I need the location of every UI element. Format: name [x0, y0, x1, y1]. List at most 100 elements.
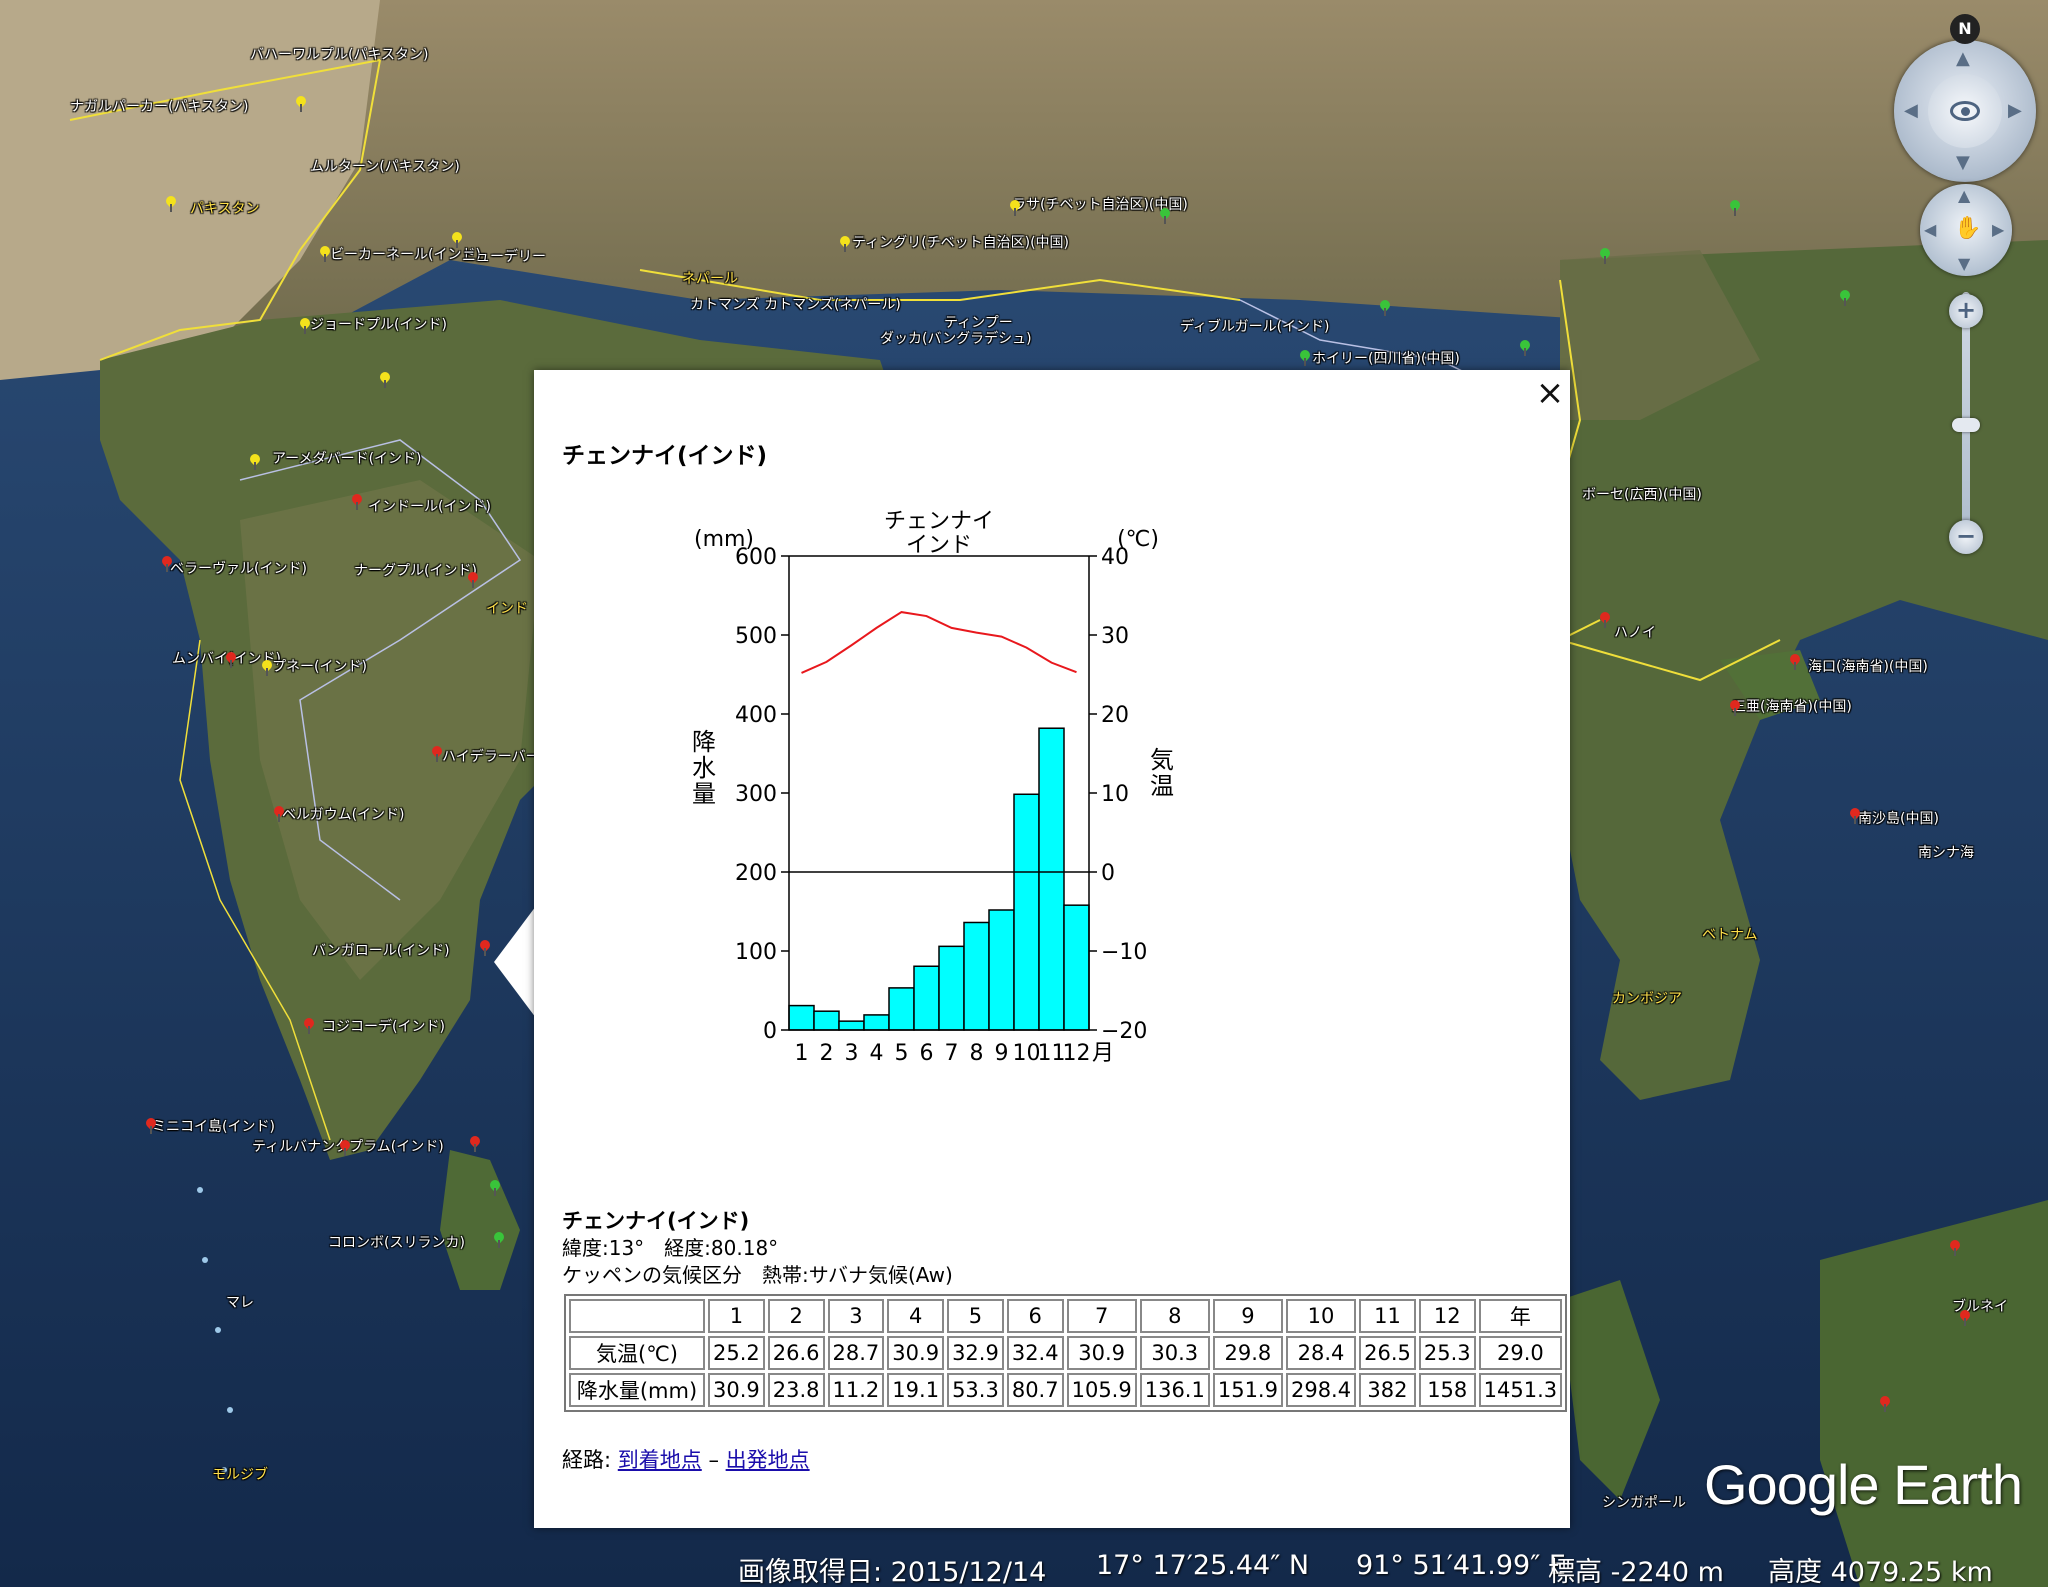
map-place-label[interactable]: インドール(インド) [368, 499, 491, 515]
map-place-label[interactable]: ナガルパーカー(パキスタン) [70, 99, 249, 115]
map-place-label[interactable]: ティンプー [944, 315, 1013, 331]
placemark-pin-icon[interactable] [1160, 208, 1170, 224]
map-place-label[interactable]: バハーワルプル(パキスタン) [250, 47, 429, 63]
map-place-label[interactable]: ニューデリー [462, 249, 546, 265]
table-cell: 25.3 [1418, 1336, 1476, 1370]
map-place-label[interactable]: ムルターン(パキスタン) [310, 159, 460, 175]
placemark-pin-icon[interactable] [470, 1136, 480, 1152]
map-place-label[interactable]: カトマンズ カトマンズ(ネパール) [690, 297, 901, 313]
move-control[interactable]: ▲ ▼ ◀ ▶ ✋ [1920, 184, 2012, 276]
map-place-label[interactable]: ベラーヴァル(インド) [170, 561, 307, 577]
look-control[interactable]: N ▲ ▼ ◀ ▶ [1894, 14, 2036, 182]
map-place-label[interactable]: 海口(海南省)(中国) [1808, 659, 1928, 675]
move-right-arrow-icon[interactable]: ▶ [1992, 220, 2005, 239]
map-place-label[interactable]: モルジブ [212, 1467, 268, 1483]
placemark-pin-icon[interactable] [490, 1180, 500, 1196]
placemark-pin-icon[interactable] [274, 806, 284, 822]
table-cell: 30.9 [1066, 1336, 1137, 1370]
map-place-label[interactable]: ナーグプル(インド) [354, 563, 477, 579]
look-joystick[interactable] [1928, 74, 2002, 148]
placemark-pin-icon[interactable] [304, 1018, 314, 1034]
close-icon[interactable]: × [1535, 373, 1565, 413]
placemark-pin-icon[interactable] [1730, 700, 1740, 716]
map-place-label[interactable]: ラサ(チベット自治区)(中国) [1012, 197, 1188, 213]
map-place-label[interactable]: ベトナム [1702, 927, 1758, 943]
map-place-label[interactable]: ジョードプル(インド) [310, 317, 447, 333]
map-place-label[interactable]: コジコーデ(インド) [322, 1019, 445, 1035]
zoom-in-button[interactable]: + [1949, 294, 1983, 328]
map-place-label[interactable]: ダッカ(バングラデシュ) [880, 331, 1032, 347]
placemark-pin-icon[interactable] [480, 940, 490, 956]
look-up-arrow-icon[interactable]: ▲ [1956, 48, 1970, 69]
placemark-pin-icon[interactable] [296, 96, 306, 112]
placemark-pin-icon[interactable] [340, 1140, 350, 1156]
north-indicator[interactable]: N [1950, 14, 1980, 44]
map-place-label[interactable]: ボーセ(広西)(中国) [1582, 487, 1702, 503]
chart-title: チェンナイ [884, 509, 994, 534]
map-place-label[interactable]: ネパール [682, 271, 738, 287]
placemark-pin-icon[interactable] [1300, 350, 1310, 366]
map-place-label[interactable]: ミニコイ島(インド) [152, 1119, 275, 1135]
map-place-label[interactable]: ハノイ [1614, 625, 1656, 641]
placemark-pin-icon[interactable] [432, 746, 442, 762]
zoom-slider-thumb[interactable] [1952, 418, 1980, 432]
placemark-pin-icon[interactable] [352, 494, 362, 510]
move-up-arrow-icon[interactable]: ▲ [1958, 186, 1971, 205]
placemark-pin-icon[interactable] [840, 236, 850, 252]
route-to-link[interactable]: 到着地点 [617, 1448, 702, 1472]
table-cell: 2 [767, 1299, 825, 1333]
map-place-label[interactable]: アーメダバード(インド) [272, 451, 422, 467]
placemark-pin-icon[interactable] [1790, 654, 1800, 670]
placemark-pin-icon[interactable] [1520, 340, 1530, 356]
look-left-arrow-icon[interactable]: ◀ [1904, 100, 1918, 121]
map-place-label[interactable]: カンボジア [1612, 991, 1682, 1007]
placemark-pin-icon[interactable] [380, 372, 390, 388]
placemark-pin-icon[interactable] [1950, 1240, 1960, 1256]
map-place-label[interactable]: 三亜(海南省)(中国) [1732, 699, 1852, 715]
map-place-label[interactable]: インド [486, 601, 528, 617]
move-left-arrow-icon[interactable]: ◀ [1924, 220, 1937, 239]
placemark-pin-icon[interactable] [1380, 300, 1390, 316]
map-place-label[interactable]: ハイデラーバード [442, 749, 554, 765]
placemark-pin-icon[interactable] [262, 660, 272, 676]
map-place-label[interactable]: シンガポール [1602, 1495, 1686, 1511]
map-place-label[interactable]: マレ [226, 1295, 254, 1311]
placemark-pin-icon[interactable] [226, 652, 236, 668]
placemark-pin-icon[interactable] [468, 572, 478, 588]
map-place-label[interactable]: ビーカーネール(インド) [330, 247, 481, 263]
precip-bar [863, 1014, 890, 1031]
route-from-link[interactable]: 出発地点 [725, 1448, 810, 1472]
map-place-label[interactable]: 南シナ海 [1918, 845, 1974, 861]
placemark-pin-icon[interactable] [162, 556, 172, 572]
placemark-pin-icon[interactable] [166, 196, 176, 212]
placemark-pin-icon[interactable] [1880, 1396, 1890, 1412]
map-place-label[interactable]: ホイリー(四川省)(中国) [1312, 351, 1460, 367]
map-place-label[interactable]: パキスタン [190, 201, 260, 217]
placemark-pin-icon[interactable] [1840, 290, 1850, 306]
map-place-label[interactable]: バンガロール(インド) [312, 943, 450, 959]
map-place-label[interactable]: コロンボ(スリランカ) [328, 1235, 465, 1251]
zoom-out-button[interactable]: − [1949, 520, 1983, 554]
placemark-pin-icon[interactable] [452, 232, 462, 248]
map-place-label[interactable]: ベルガウム(インド) [282, 807, 405, 823]
placemark-pin-icon[interactable] [250, 454, 260, 470]
placemark-pin-icon[interactable] [1960, 1310, 1970, 1326]
table-cell: 30.3 [1139, 1336, 1210, 1370]
placemark-pin-icon[interactable] [1010, 200, 1020, 216]
map-place-label[interactable]: プネー(インド) [272, 659, 367, 675]
placemark-pin-icon[interactable] [320, 246, 330, 262]
placemark-pin-icon[interactable] [494, 1232, 504, 1248]
placemark-pin-icon[interactable] [300, 318, 310, 334]
placemark-pin-icon[interactable] [146, 1118, 156, 1134]
table-cell: 30.9 [887, 1336, 945, 1370]
map-place-label[interactable]: 南沙島(中国) [1858, 811, 1939, 827]
placemark-pin-icon[interactable] [1850, 808, 1860, 824]
look-right-arrow-icon[interactable]: ▶ [2008, 100, 2022, 121]
look-down-arrow-icon[interactable]: ▼ [1956, 152, 1970, 173]
map-place-label[interactable]: ティングリ(チベット自治区)(中国) [852, 235, 1070, 251]
placemark-pin-icon[interactable] [1730, 200, 1740, 216]
map-place-label[interactable]: ディブルガール(インド) [1180, 319, 1330, 335]
placemark-pin-icon[interactable] [1600, 612, 1610, 628]
move-down-arrow-icon[interactable]: ▼ [1958, 254, 1971, 273]
placemark-pin-icon[interactable] [1600, 248, 1610, 264]
